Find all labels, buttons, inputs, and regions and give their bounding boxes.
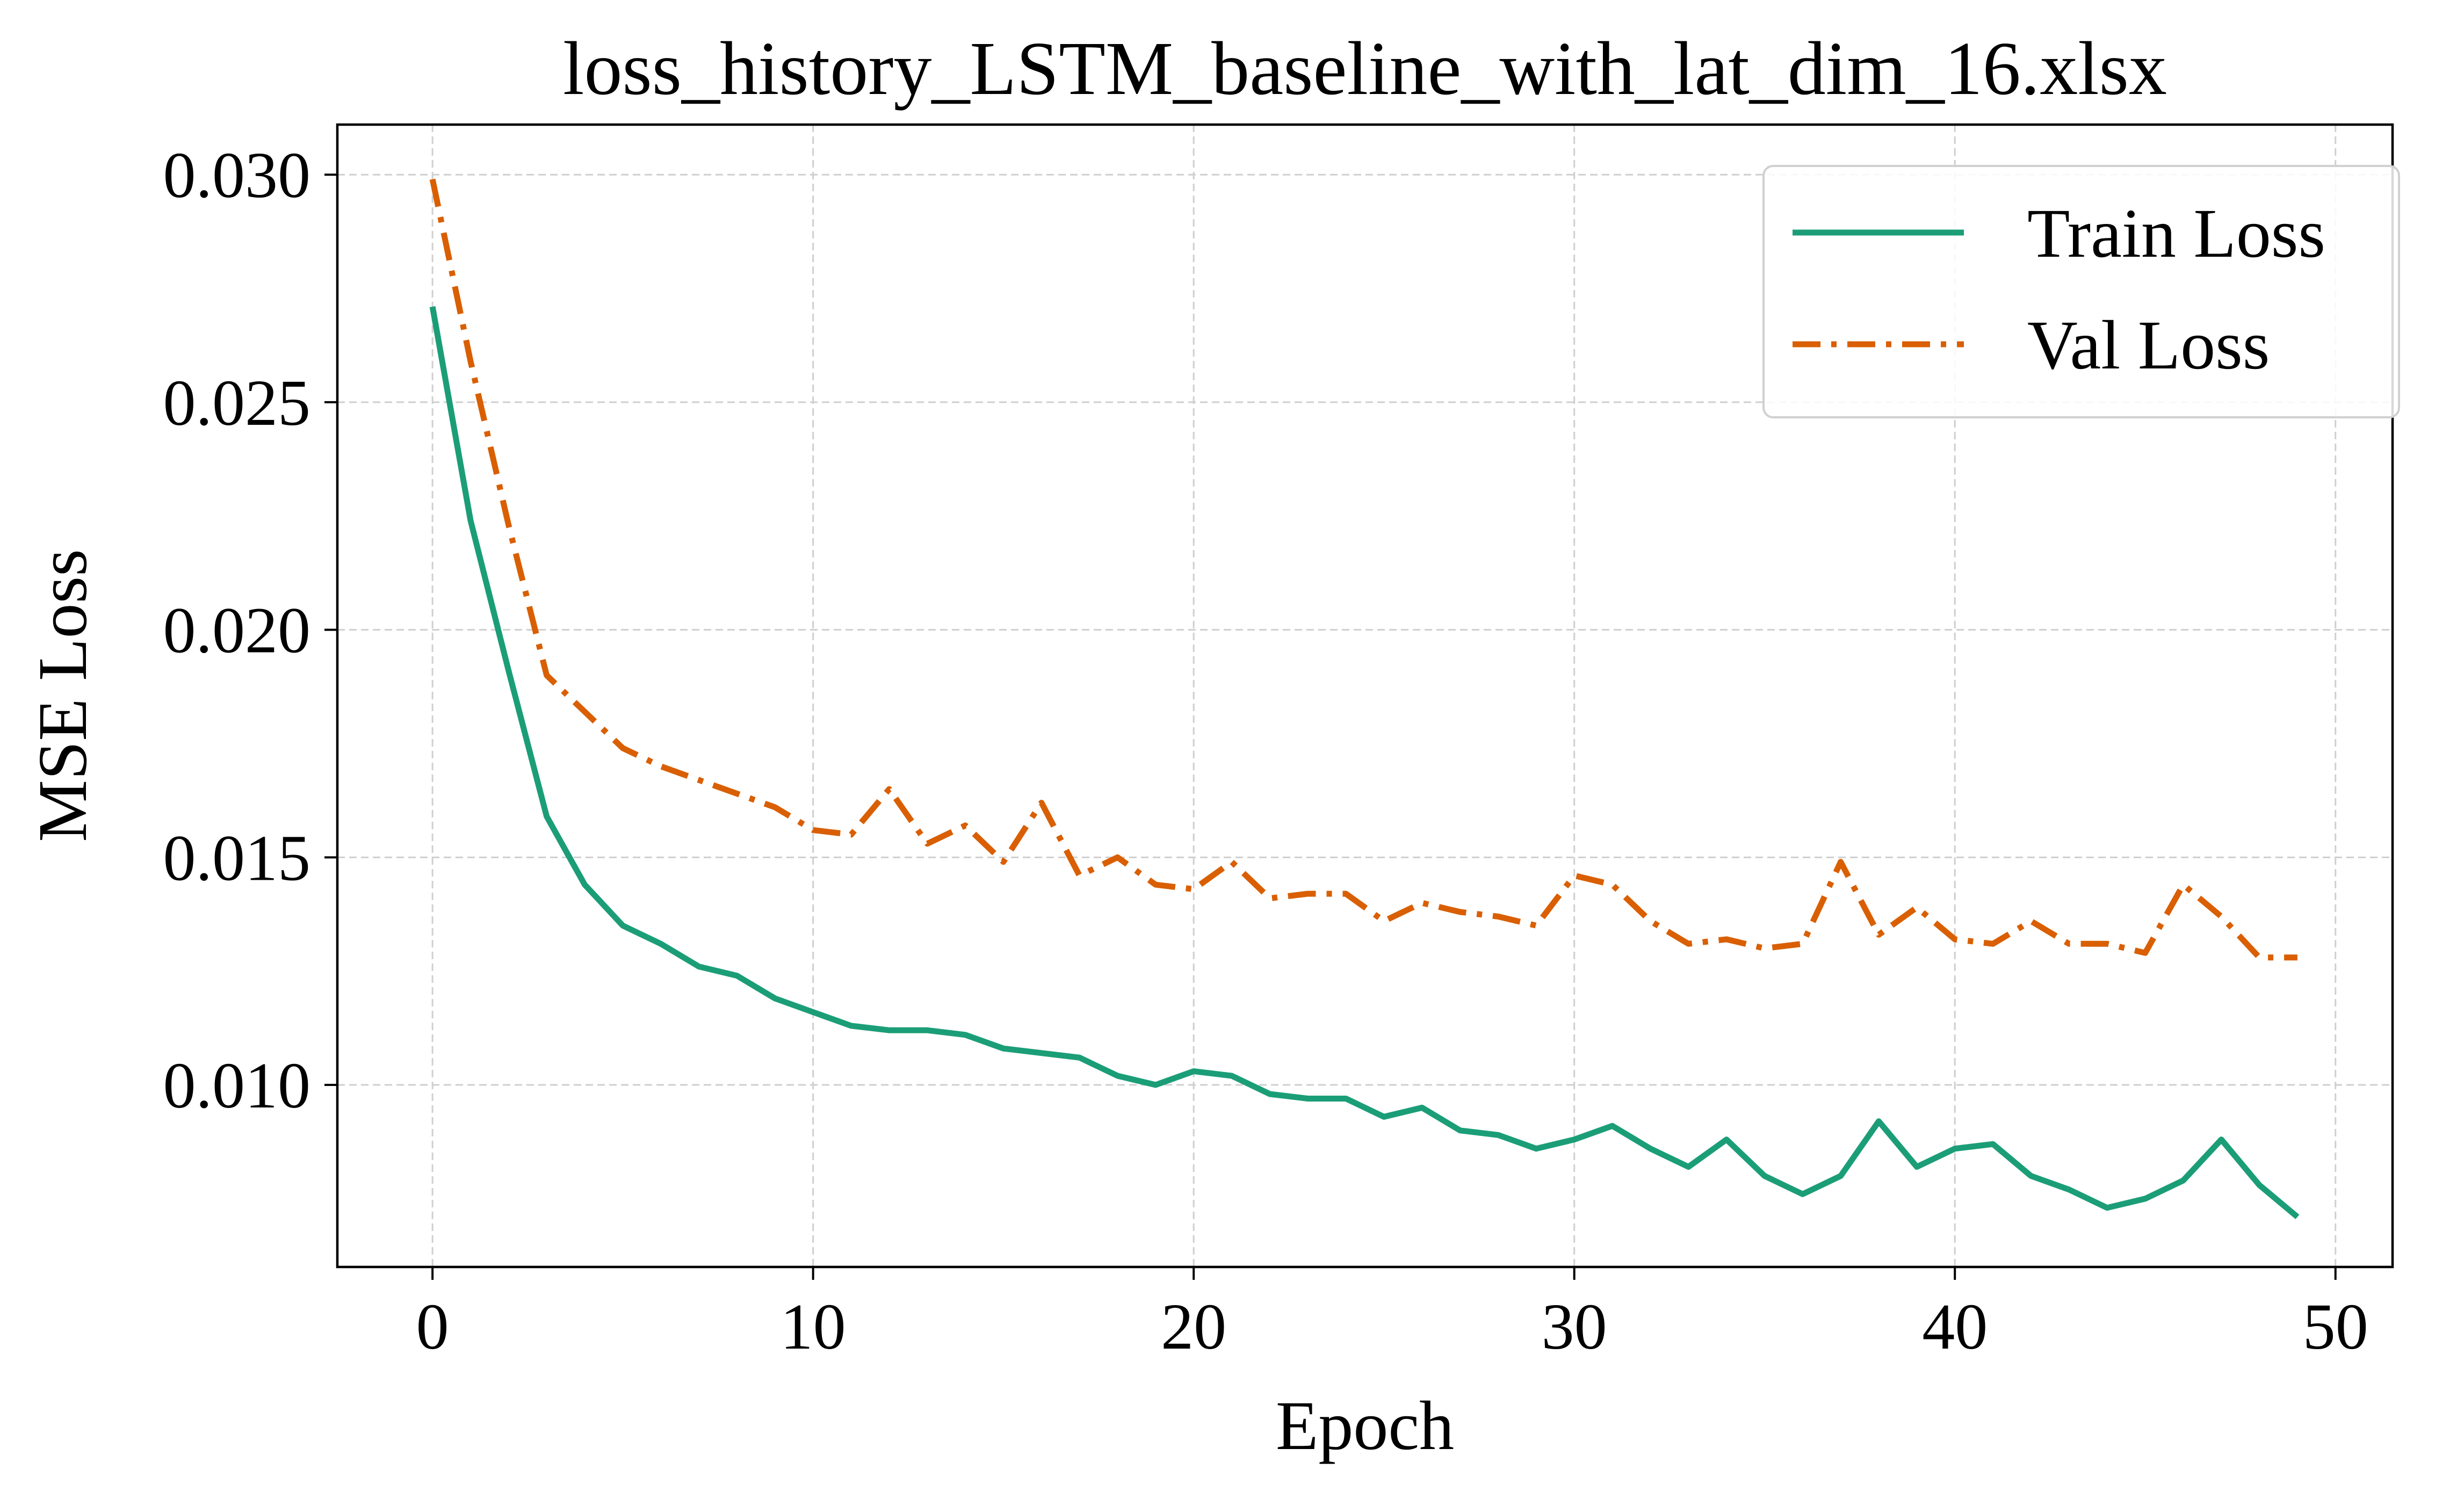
x-tick-label: 30 (1542, 1291, 1607, 1363)
y-tick-label: 0.020 (163, 595, 311, 667)
legend: Train Loss Val Loss (1762, 165, 2400, 418)
y-tick-label: 0.025 (163, 367, 311, 439)
legend-label: Val Loss (2027, 307, 2270, 384)
chart-title: loss_history_LSTM_baseline_with_lat_dim_… (563, 26, 2167, 111)
y-tick-label: 0.015 (163, 822, 311, 894)
y-tick-label: 0.030 (163, 139, 311, 212)
legend-label: Train Loss (2027, 195, 2325, 272)
x-tick-label: 20 (1161, 1291, 1226, 1363)
y-axis-label: MSE Loss (24, 549, 102, 842)
x-tick-label: 10 (781, 1291, 846, 1363)
y-tick-label: 0.010 (163, 1049, 311, 1122)
x-tick-label: 0 (416, 1291, 449, 1363)
x-tick-label: 40 (1922, 1291, 1988, 1363)
series-line-train-loss (429, 306, 2300, 1220)
x-tick-label: 50 (2303, 1291, 2368, 1363)
legend-box (1762, 165, 2400, 418)
x-axis-label: Epoch (1276, 1387, 1454, 1465)
series-line-val-loss (429, 178, 2297, 961)
series-lines (429, 178, 2300, 1220)
axis-ticks: 0 10 20 30 40 50 0.010 0.015 0.020 0.025 0.030 (163, 139, 2368, 1363)
plot-frame (336, 123, 2394, 1269)
